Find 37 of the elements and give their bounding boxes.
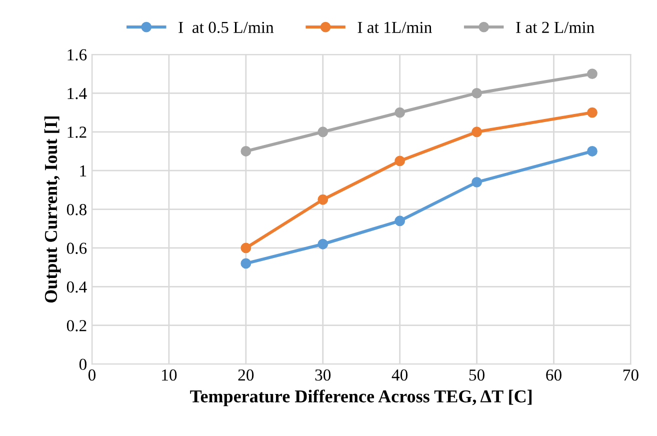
- y-axis-title: Output Current, Iout [I]: [44, 116, 61, 303]
- y-tick-label: 0.2: [66, 320, 86, 332]
- point: [318, 194, 328, 205]
- point: [240, 146, 252, 156]
- y-tick-label: 0.8: [66, 204, 86, 216]
- point: [240, 258, 252, 269]
- y-tick-label: 0.4: [66, 281, 87, 293]
- y-tick-label: 0.6: [66, 242, 87, 254]
- y-tick-label: 1: [80, 165, 86, 176]
- y-tick-label: 1.2: [68, 126, 86, 138]
- y-tick-label: 1.4: [68, 88, 87, 100]
- point: [472, 88, 482, 98]
- x-tick-label: 20: [238, 369, 254, 381]
- point: [472, 126, 482, 138]
- point: [587, 146, 598, 156]
- point: [240, 242, 252, 254]
- point: [472, 176, 482, 188]
- x-tick-label: 50: [469, 369, 484, 381]
- x-tick-label: 70: [623, 369, 638, 381]
- x-tick-label: 30: [315, 369, 331, 381]
- legend-label: I at 1L/min: [358, 22, 432, 34]
- point: [394, 107, 406, 118]
- y-tick-label: 1.6: [68, 49, 87, 61]
- legend-label: I at 2 L/min: [516, 22, 594, 34]
- legend-label: I at 0.5 L/min: [178, 22, 274, 34]
- y-tick-label: 0: [79, 358, 86, 370]
- point: [318, 126, 328, 138]
- x-tick-label: 0: [88, 369, 96, 381]
- point: [394, 156, 406, 166]
- x-tick-label: 60: [546, 369, 562, 381]
- point: [587, 68, 598, 80]
- x-tick-label: 10: [162, 369, 177, 381]
- x-tick-label: 40: [392, 369, 408, 381]
- point: [318, 238, 328, 250]
- point: [587, 107, 598, 118]
- x-axis-title: Temperature Difference Across TEG, ΔT [C]: [190, 390, 532, 406]
- point: [394, 216, 406, 226]
